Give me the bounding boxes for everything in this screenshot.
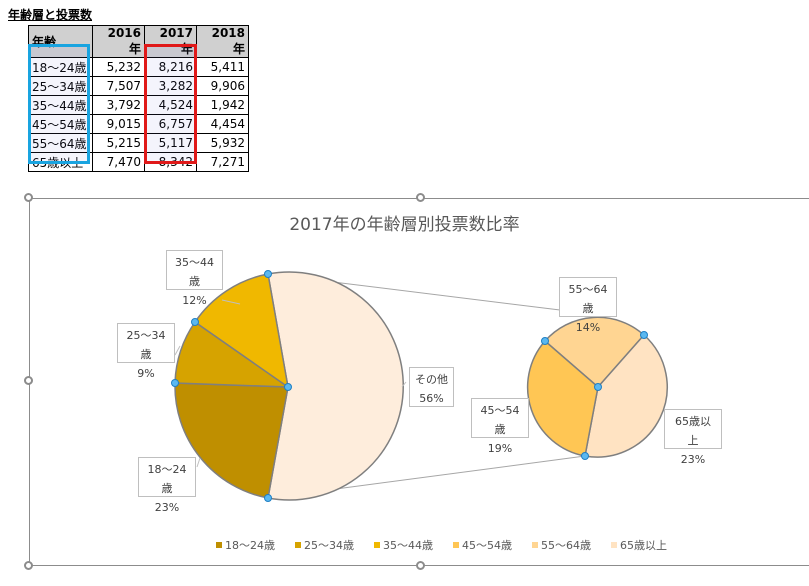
table-header-row: 年齢 2016年 2017年 2018年 xyxy=(28,25,249,58)
data-label-35-44[interactable]: 35〜44歳 12% xyxy=(166,250,223,307)
cell-2017[interactable]: 8,216 xyxy=(144,57,197,77)
data-label-other[interactable]: その他 56% xyxy=(409,367,454,407)
cell-2018[interactable]: 9,906 xyxy=(196,76,249,96)
resize-handle-top-left[interactable] xyxy=(24,193,33,202)
data-label-45-54[interactable]: 45〜54歳 19% xyxy=(471,398,529,455)
cell-2016[interactable]: 7,470 xyxy=(92,152,145,172)
cell-2017[interactable]: 6,757 xyxy=(144,114,197,134)
cell-age[interactable]: 25〜34歳 xyxy=(28,76,93,96)
legend-item-18-24[interactable]: 18〜24歳 xyxy=(216,537,275,553)
cell-2017[interactable]: 5,117 xyxy=(144,133,197,153)
sheet-title: 年齢層と投票数 xyxy=(8,8,93,22)
legend-swatch-icon xyxy=(216,542,222,548)
slice-35-44[interactable] xyxy=(193,273,290,389)
resize-handle-bottom-middle[interactable] xyxy=(416,561,425,570)
resize-handle-middle-left[interactable] xyxy=(24,376,33,385)
resize-handle-top-middle[interactable] xyxy=(416,193,425,202)
header-2018[interactable]: 2018年 xyxy=(196,25,249,58)
header-2017[interactable]: 2017年 xyxy=(144,25,197,58)
cell-2018[interactable]: 1,942 xyxy=(196,95,249,115)
legend-swatch-icon xyxy=(374,542,380,548)
vote-table: 年齢 2016年 2017年 2018年 18〜24歳 5,232 8,216 … xyxy=(28,25,249,172)
data-label-65-plus[interactable]: 65歳以上 23% xyxy=(664,409,722,466)
legend-swatch-icon xyxy=(295,542,301,548)
legend-item-25-34[interactable]: 25〜34歳 xyxy=(295,537,354,553)
cell-age[interactable]: 65歳以上 xyxy=(28,152,93,172)
legend-item-35-44[interactable]: 35〜44歳 xyxy=(374,537,433,553)
chart-legend[interactable]: 18〜24歳 25〜34歳 35〜44歳 45〜54歳 55〜64歳 65歳以上 xyxy=(216,537,667,553)
cell-2018[interactable]: 4,454 xyxy=(196,114,249,134)
data-label-25-34[interactable]: 25〜34歳 9% xyxy=(117,323,175,380)
chart-title[interactable]: 2017年の年齢層別投票数比率 xyxy=(289,215,520,235)
table-row: 18〜24歳 5,232 8,216 5,411 xyxy=(28,57,249,77)
legend-swatch-icon xyxy=(453,542,459,548)
legend-item-55-64[interactable]: 55〜64歳 xyxy=(532,537,591,553)
legend-swatch-icon xyxy=(532,542,538,548)
cell-2016[interactable]: 5,215 xyxy=(92,133,145,153)
table-row: 35〜44歳 3,792 4,524 1,942 xyxy=(28,95,249,115)
cell-2018[interactable]: 7,271 xyxy=(196,152,249,172)
slice-65-plus[interactable] xyxy=(584,333,668,458)
leader-line-35-44 xyxy=(221,299,241,305)
data-label-55-64[interactable]: 55〜64歳 14% xyxy=(559,277,617,334)
resize-handle-bottom-left[interactable] xyxy=(24,561,33,570)
selection-points xyxy=(171,270,648,502)
leader-line-18-24 xyxy=(196,457,201,468)
legend-item-45-54[interactable]: 45〜54歳 xyxy=(453,537,512,553)
slice-45-54[interactable] xyxy=(526,339,599,457)
legend-item-65-plus[interactable]: 65歳以上 xyxy=(611,537,667,553)
table-row: 65歳以上 7,470 8,342 7,271 xyxy=(28,152,249,172)
slice-55-64[interactable] xyxy=(543,316,646,389)
cell-age[interactable]: 45〜54歳 xyxy=(28,114,93,134)
slice-18-24[interactable] xyxy=(174,382,289,499)
leader-line-25-34 xyxy=(174,345,181,356)
cell-age[interactable]: 55〜64歳 xyxy=(28,133,93,153)
data-label-18-24[interactable]: 18〜24歳 23% xyxy=(138,457,196,514)
legend-swatch-icon xyxy=(611,542,617,548)
table-row: 55〜64歳 5,215 5,117 5,932 xyxy=(28,133,249,153)
table-row: 45〜54歳 9,015 6,757 4,454 xyxy=(28,114,249,134)
leader-line-other xyxy=(401,381,407,388)
cell-age[interactable]: 35〜44歳 xyxy=(28,95,93,115)
header-2016[interactable]: 2016年 xyxy=(92,25,145,58)
